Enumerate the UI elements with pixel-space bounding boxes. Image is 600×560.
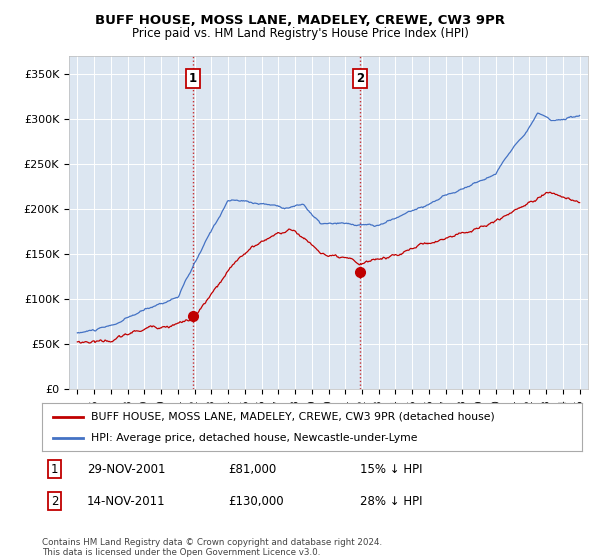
Text: 28% ↓ HPI: 28% ↓ HPI <box>360 494 422 508</box>
Text: 1: 1 <box>51 463 59 476</box>
Text: £81,000: £81,000 <box>228 463 276 476</box>
Text: HPI: Average price, detached house, Newcastle-under-Lyme: HPI: Average price, detached house, Newc… <box>91 433 417 443</box>
Text: 15% ↓ HPI: 15% ↓ HPI <box>360 463 422 476</box>
Text: BUFF HOUSE, MOSS LANE, MADELEY, CREWE, CW3 9PR: BUFF HOUSE, MOSS LANE, MADELEY, CREWE, C… <box>95 14 505 27</box>
Text: Contains HM Land Registry data © Crown copyright and database right 2024.
This d: Contains HM Land Registry data © Crown c… <box>42 538 382 557</box>
Text: 1: 1 <box>189 72 197 85</box>
Text: 14-NOV-2011: 14-NOV-2011 <box>87 494 166 508</box>
Text: BUFF HOUSE, MOSS LANE, MADELEY, CREWE, CW3 9PR (detached house): BUFF HOUSE, MOSS LANE, MADELEY, CREWE, C… <box>91 412 494 422</box>
Text: 29-NOV-2001: 29-NOV-2001 <box>87 463 166 476</box>
Text: £130,000: £130,000 <box>228 494 284 508</box>
Text: 2: 2 <box>51 494 59 508</box>
Text: 2: 2 <box>356 72 364 85</box>
Text: Price paid vs. HM Land Registry's House Price Index (HPI): Price paid vs. HM Land Registry's House … <box>131 27 469 40</box>
